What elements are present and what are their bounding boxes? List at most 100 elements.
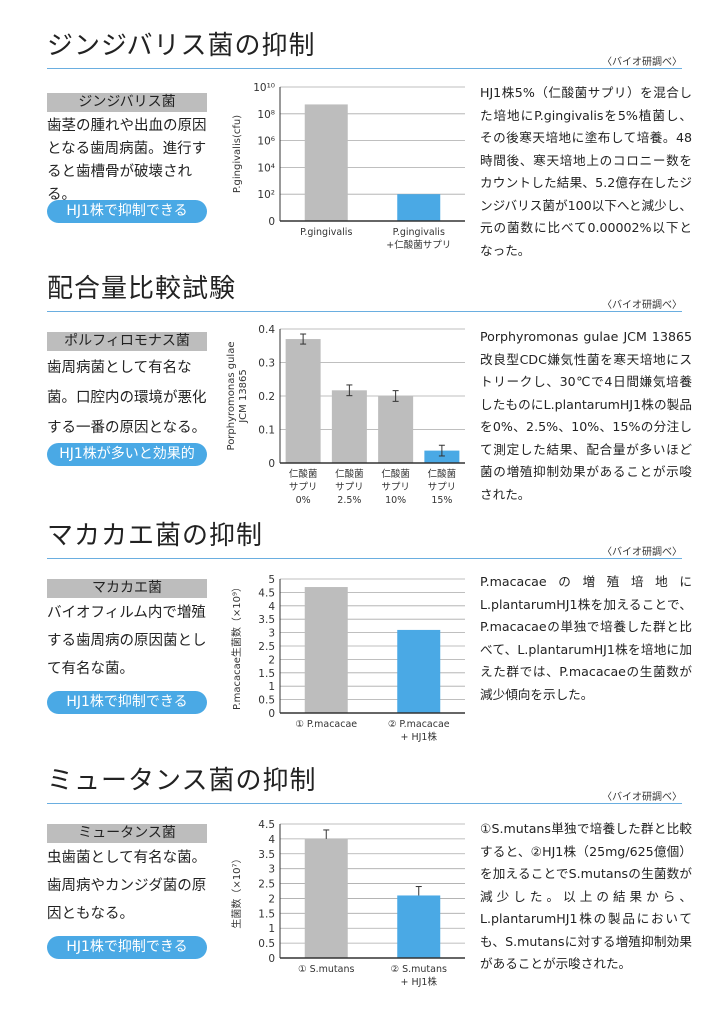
y-tick-label: 0.1 [258, 425, 275, 437]
y-tick-label: 0 [268, 953, 275, 965]
x-tick-label: + HJ1株 [401, 976, 438, 988]
y-tick-label: 2 [268, 893, 275, 905]
y-tick-label: 0.2 [258, 391, 275, 403]
y-axis-label: Porphyromonas gulae [226, 342, 237, 451]
x-tick-label: 仁酸菌 [381, 468, 410, 480]
chart-mutans: 0 0.5 1 1.5 2 2.5 3 3.5 4 4.5 ① S.mutans ② S.mutans… [230, 819, 465, 988]
bar [424, 450, 460, 463]
result-text: ①S.mutans単独で培養した群と比較すると、②HJ1株（25mg/625億個… [480, 821, 692, 971]
y-tick-label: 5 [268, 574, 275, 586]
y-tick-label: 1.5 [258, 668, 275, 680]
x-tick-label: 15% [431, 495, 452, 506]
bar [378, 396, 414, 463]
section-formulation: 配合量比較試験 〈バイオ研調べ〉 ポルフィロモナス菌 歯周病菌として有名な菌。口… [0, 268, 707, 513]
divider [47, 311, 682, 312]
y-axis-label: 生菌数（×10⁷） [230, 853, 243, 928]
bacteria-description: 虫歯菌として有名な菌。歯周病やカンジダ菌の原因ともなる。 [47, 850, 207, 922]
effect-badge: HJ1株で抑制できる [47, 691, 207, 714]
divider [47, 558, 682, 559]
bar [397, 629, 441, 713]
y-tick-label: 2.5 [258, 641, 275, 653]
y-tick-label: 3.5 [258, 614, 275, 626]
bar [304, 838, 348, 958]
y-tick-label: 0.5 [258, 695, 275, 707]
source-note: 〈バイオ研調べ〉 [602, 300, 682, 311]
y-tick-label: 10² [257, 189, 275, 201]
x-tick-label: 10% [385, 495, 406, 506]
chart-macacae: 00.5 11.5 22.53 3.54 4.55 ① P.macacae ② P.maca… [230, 574, 465, 743]
chart-gingivalis: 0 10² 10⁴ 10⁶ 10⁸ 10¹⁰ P.gingivalis P.gingivali… [232, 82, 465, 251]
effect-badge: HJ1株で抑制できる [47, 936, 207, 959]
y-tick-label: 0 [268, 458, 275, 470]
bacteria-label: ジンジバリス菌 [47, 93, 207, 112]
y-axis-label: P.macacae生菌数（×10⁹） [230, 582, 243, 710]
bacteria-description: バイオフィルム内で増殖する歯周病の原因菌として有名な菌。 [47, 605, 207, 677]
x-tick-label: 2.5% [337, 495, 361, 506]
x-tick-label: ② S.mutans [391, 964, 447, 975]
y-tick-label: 1 [268, 923, 275, 935]
y-tick-label: 0.4 [258, 324, 275, 336]
x-tick-label: +仁酸菌サプリ [386, 239, 451, 251]
y-tick-label: 0.3 [258, 358, 275, 370]
x-tick-label: P.gingivalis [393, 227, 445, 238]
bar [285, 339, 321, 463]
x-tick-label: 0% [296, 495, 311, 506]
bacteria-description: 歯周病菌として有名な菌。口腔内の環境が悪化する一番の原因となる。 [47, 360, 207, 436]
source-note: 〈バイオ研調べ〉 [602, 547, 682, 558]
y-tick-label: 3.5 [258, 849, 275, 861]
y-tick-label: 10⁴ [257, 162, 275, 174]
bacteria-label: ミュータンス菌 [47, 824, 207, 843]
result-text: Porphyromonas gulae JCM 13865 改良型CDC嫌気性菌… [480, 329, 692, 502]
bar [397, 194, 441, 221]
section-mutans: ミュータンス菌の抑制 〈バイオ研調べ〉 ミュータンス菌 虫歯菌として有名な菌。歯… [0, 760, 707, 1005]
bacteria-description: 歯茎の腫れや出血の原因となる歯周病菌。進行すると歯槽骨が破壊される。 [47, 118, 207, 203]
source-note: 〈バイオ研調べ〉 [602, 792, 682, 803]
y-tick-label: 1.5 [258, 908, 275, 920]
y-tick-label: 4.5 [258, 819, 275, 831]
source-note: 〈バイオ研調べ〉 [602, 57, 682, 68]
y-tick-label: 4 [268, 601, 275, 613]
bacteria-label: マカカエ菌 [47, 579, 207, 598]
y-axis-label: JCM 13865 [238, 369, 249, 424]
section-title: ミュータンス菌の抑制 [47, 766, 317, 796]
x-tick-label: ① S.mutans [298, 964, 354, 975]
y-tick-label: 0 [268, 216, 275, 228]
y-tick-label: 10¹⁰ [253, 82, 275, 94]
y-tick-label: 2.5 [258, 879, 275, 891]
section-title: ジンジバリス菌の抑制 [47, 31, 316, 61]
y-tick-label: 4 [268, 834, 275, 846]
y-tick-label: 3 [268, 864, 275, 876]
x-tick-label: サプリ [381, 482, 410, 493]
x-tick-label: サプリ [335, 482, 364, 493]
effect-badge: HJ1株が多いと効果的 [47, 443, 207, 466]
x-tick-label: + HJ1株 [401, 731, 438, 743]
x-tick-label: 仁酸菌 [335, 468, 364, 480]
y-tick-label: 3 [268, 628, 275, 640]
bar [397, 895, 441, 958]
section-title: 配合量比較試験 [47, 274, 237, 304]
section-title: マカカエ菌の抑制 [47, 521, 264, 551]
divider [47, 68, 682, 69]
y-tick-label: 10⁸ [257, 109, 275, 121]
result-text: P.macacaeの増殖培地にL.plantarumHJ1株を加えることで、P.… [480, 574, 692, 702]
effect-badge: HJ1株で抑制できる [47, 200, 207, 223]
section-gingivalis: ジンジバリス菌の抑制 〈バイオ研調べ〉 ジンジバリス菌 歯茎の腫れや出血の原因と… [0, 25, 707, 270]
x-tick-label: ② P.macacae [388, 719, 450, 730]
y-tick-label: 0.5 [258, 938, 275, 950]
divider [47, 803, 682, 804]
bar [304, 587, 348, 713]
y-tick-label: 2 [268, 654, 275, 666]
bar [304, 104, 348, 221]
section-macacae: マカカエ菌の抑制 〈バイオ研調べ〉 マカカエ菌 バイオフィルム内で増殖する歯周病… [0, 515, 707, 760]
bacteria-label: ポルフィロモナス菌 [47, 332, 207, 351]
x-tick-label: サプリ [289, 482, 318, 493]
y-tick-label: 4.5 [258, 587, 275, 599]
y-axis-label: P.gingivalis(cfu) [232, 115, 243, 193]
y-tick-label: 10⁶ [257, 136, 275, 148]
chart-formulation: 0 0.1 0.2 0.3 0.4 仁酸菌サプリ 0% 仁酸菌サプリ 2.5% 仁酸菌サプリ 10%… [226, 324, 465, 506]
x-tick-label: サプリ [428, 482, 457, 493]
y-tick-label: 0 [268, 708, 275, 720]
x-tick-label: P.gingivalis [300, 227, 352, 238]
y-tick-label: 1 [268, 681, 275, 693]
bar [331, 390, 367, 463]
